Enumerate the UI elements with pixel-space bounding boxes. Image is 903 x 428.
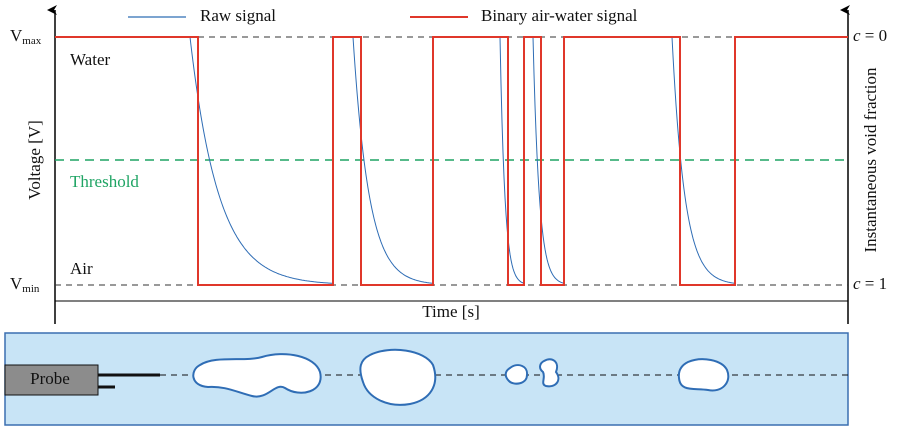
signals xyxy=(55,36,848,286)
legend-binary: Binary air-water signal xyxy=(481,6,638,25)
vmin-label: Vmin xyxy=(10,274,40,295)
raw-signal xyxy=(55,36,848,285)
c-top-label: c = 0 xyxy=(853,26,887,45)
bubble xyxy=(539,358,560,388)
legend-raw: Raw signal xyxy=(200,6,276,25)
bubble xyxy=(192,353,322,398)
air-label: Air xyxy=(70,259,93,278)
bubble xyxy=(504,364,529,385)
probe-label: Probe xyxy=(30,369,70,388)
probe-body xyxy=(4,364,99,396)
water-label: Water xyxy=(70,50,110,69)
x-label: Time [s] xyxy=(422,302,479,321)
bubbles xyxy=(192,348,730,406)
binary-signal xyxy=(55,36,848,286)
bubble xyxy=(677,358,730,392)
vmax-label: Vmax xyxy=(10,26,42,47)
y2-label: Instantaneous void fraction xyxy=(861,67,880,253)
bubble xyxy=(359,348,437,406)
y-label: Voltage [V] xyxy=(25,120,44,199)
threshold-label: Threshold xyxy=(70,172,139,191)
c-bottom-label: c = 1 xyxy=(853,274,887,293)
